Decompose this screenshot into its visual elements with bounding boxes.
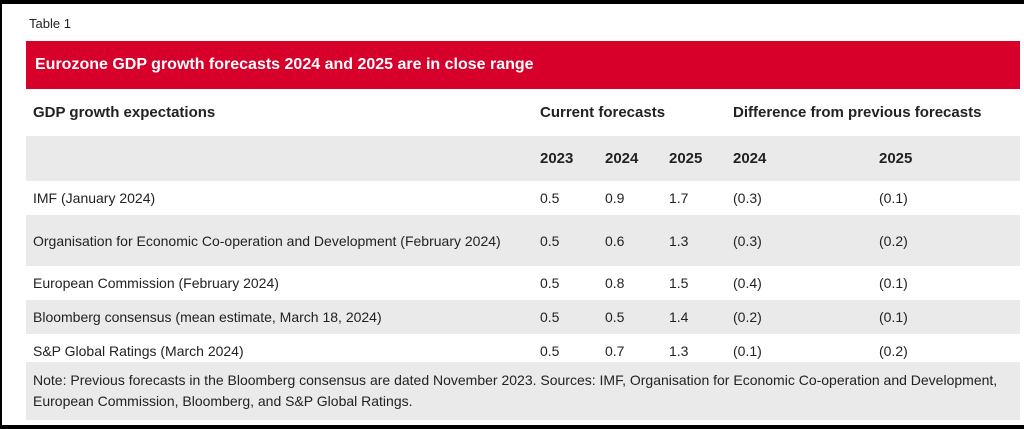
table-row: IMF (January 2024) 0.5 0.9 1.7 (0.3) (0.… bbox=[26, 181, 1020, 215]
cell-2023: 0.5 bbox=[540, 232, 560, 249]
cell-2025: 1.3 bbox=[669, 343, 689, 359]
cell-diff-2024: (0.2) bbox=[733, 309, 762, 325]
column-group-difference: Difference from previous forecasts bbox=[733, 104, 982, 121]
row-label: European Commission (February 2024) bbox=[33, 275, 279, 291]
year-header-2025: 2025 bbox=[669, 150, 703, 167]
cell-diff-2025: (0.2) bbox=[879, 343, 908, 359]
cell-2024: 0.9 bbox=[605, 190, 625, 206]
table-row: S&P Global Ratings (March 2024) 0.5 0.7 … bbox=[26, 334, 1020, 368]
cell-2024: 0.6 bbox=[605, 232, 625, 249]
cell-diff-2025: (0.2) bbox=[879, 232, 908, 249]
cell-2024: 0.7 bbox=[605, 343, 625, 359]
cell-2023: 0.5 bbox=[540, 309, 560, 325]
cell-2025: 1.5 bbox=[669, 275, 689, 291]
cell-diff-2024: (0.3) bbox=[733, 190, 762, 206]
table-row: Bloomberg consensus (mean estimate, Marc… bbox=[26, 300, 1020, 334]
diff-header-2025: 2025 bbox=[879, 150, 913, 167]
cell-2025: 1.7 bbox=[669, 190, 689, 206]
row-label: Bloomberg consensus (mean estimate, Marc… bbox=[33, 309, 382, 325]
year-header-2023: 2023 bbox=[540, 150, 574, 167]
cell-diff-2025: (0.1) bbox=[879, 275, 908, 291]
year-header-2024: 2024 bbox=[605, 150, 639, 167]
cell-diff-2025: (0.1) bbox=[879, 190, 908, 206]
cell-diff-2025: (0.1) bbox=[879, 309, 908, 325]
cell-diff-2024: (0.1) bbox=[733, 343, 762, 359]
column-header-label: GDP growth expectations bbox=[33, 103, 216, 121]
table-row: Organisation for Economic Co-operation a… bbox=[26, 215, 1020, 266]
table-title-banner: Eurozone GDP growth forecasts 2024 and 2… bbox=[26, 41, 1020, 89]
year-header-row: 2023 2024 2025 2024 2025 bbox=[26, 136, 1020, 181]
column-group-current: Current forecasts bbox=[540, 104, 666, 121]
cell-diff-2024: (0.3) bbox=[733, 232, 762, 249]
row-label: IMF (January 2024) bbox=[33, 190, 156, 206]
table-row: European Commission (February 2024) 0.5 … bbox=[26, 266, 1020, 300]
diff-header-2024: 2024 bbox=[733, 150, 767, 167]
cell-2023: 0.5 bbox=[540, 343, 560, 359]
forecast-table: GDP growth expectations Current forecast… bbox=[26, 89, 1020, 368]
cell-2025: 1.3 bbox=[669, 232, 689, 249]
cell-2024: 0.8 bbox=[605, 275, 625, 291]
cell-2025: 1.4 bbox=[669, 309, 689, 325]
table-label: Table 1 bbox=[29, 16, 71, 31]
cell-diff-2024: (0.4) bbox=[733, 275, 762, 291]
row-label: Organisation for Economic Co-operation a… bbox=[33, 232, 501, 249]
cell-2024: 0.5 bbox=[605, 309, 625, 325]
row-label: S&P Global Ratings (March 2024) bbox=[33, 343, 244, 359]
group-header-row: GDP growth expectations Current forecast… bbox=[26, 89, 1020, 136]
table-footnote: Note: Previous forecasts in the Bloomber… bbox=[26, 362, 1020, 420]
cell-2023: 0.5 bbox=[540, 190, 560, 206]
cell-2023: 0.5 bbox=[540, 275, 560, 291]
